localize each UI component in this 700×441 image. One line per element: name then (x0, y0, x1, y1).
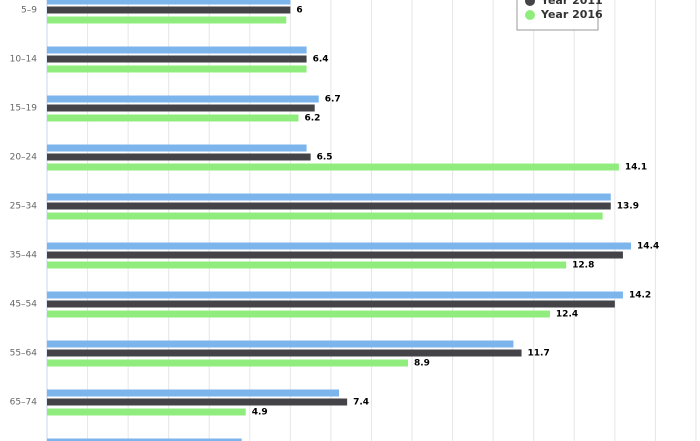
y-tick-label: 10–14 (10, 55, 38, 65)
value-label: 6 (296, 6, 302, 16)
legend-marker (525, 0, 535, 6)
y-tick-label: 20–24 (10, 153, 38, 163)
legend-label: Year 2011 (540, 0, 603, 7)
bar (47, 251, 623, 259)
y-tick-label: 35–44 (10, 251, 38, 261)
bar (47, 291, 623, 299)
value-label: 14.4 (637, 242, 659, 252)
bar (47, 408, 246, 416)
y-tick-label: 25–34 (10, 202, 38, 212)
bar (47, 193, 611, 201)
y-tick-label: 15–19 (10, 104, 38, 114)
bar (47, 349, 522, 357)
plot: 5–9 6 10–14 6.4 15–19 6.7 6.2 20–24 6.5 14.1 25–34… (10, 0, 659, 441)
y-tick-label: 5–9 (21, 6, 37, 16)
bar (47, 261, 567, 269)
bar (47, 359, 408, 367)
value-label: 14.2 (629, 291, 651, 301)
bar (47, 65, 307, 73)
bar (47, 55, 307, 63)
bar (47, 212, 603, 220)
bar (47, 398, 348, 406)
value-label: 13.9 (617, 202, 639, 212)
bar (47, 300, 615, 308)
value-label: 4.9 (252, 408, 268, 418)
bar (47, 202, 611, 210)
y-tick-label: 55–64 (10, 349, 38, 359)
bar (47, 340, 514, 348)
value-label: 6.4 (313, 55, 329, 65)
bar (47, 153, 311, 161)
value-label: 14.1 (625, 163, 647, 173)
value-label: 6.5 (317, 153, 333, 163)
value-label: 6.7 (325, 95, 341, 105)
bar (47, 0, 291, 5)
bar (47, 16, 287, 24)
legend-marker (525, 10, 535, 20)
bar (47, 242, 632, 250)
bar (47, 389, 340, 397)
value-label: 12.4 (556, 310, 578, 320)
bar (47, 310, 550, 318)
bar (47, 438, 242, 441)
y-tick-label: 65–74 (10, 398, 38, 408)
y-tick-label: 45–54 (10, 300, 38, 310)
grid (46, 0, 697, 441)
bar (47, 46, 307, 54)
bar (47, 114, 299, 122)
bar (47, 6, 291, 14)
value-label: 8.9 (414, 359, 430, 369)
value-label: 11.7 (528, 349, 550, 359)
legend-label: Year 2016 (540, 8, 603, 21)
value-label: 7.4 (353, 398, 369, 408)
bar (47, 144, 307, 152)
bar (47, 95, 319, 103)
value-label: 6.2 (304, 114, 320, 124)
bar (47, 163, 619, 171)
bar (47, 104, 315, 112)
value-label: 12.8 (572, 261, 594, 271)
